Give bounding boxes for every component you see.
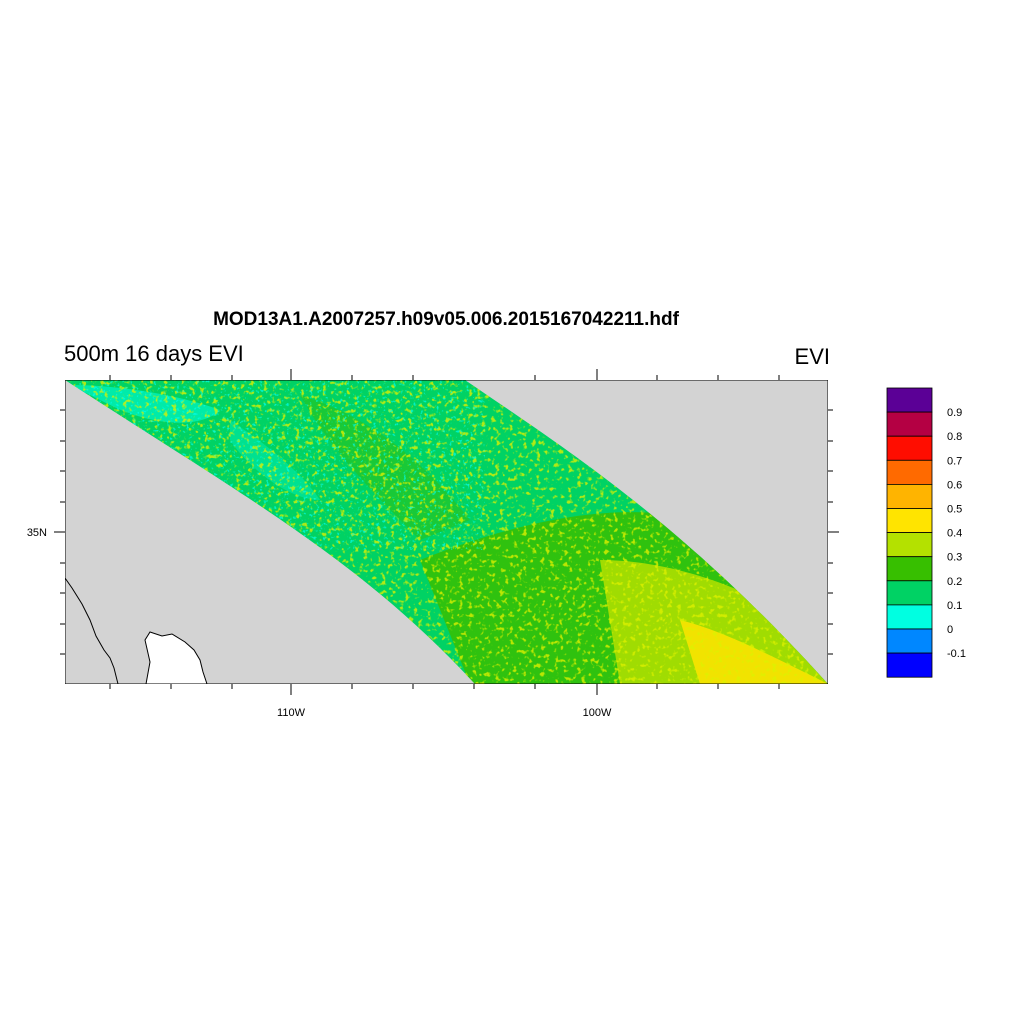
colorbar-box <box>886 604 933 630</box>
map-panel <box>65 380 828 684</box>
colorbar-label: -0.1 <box>947 648 966 660</box>
colorbar-label: 0.1 <box>947 600 962 612</box>
colorbar-label: 0 <box>947 624 953 636</box>
colorbar-box <box>886 580 933 606</box>
colorbar-box <box>886 652 933 678</box>
x-tick-label-100w: 100W <box>583 707 612 719</box>
figure-title: MOD13A1.A2007257.h09v05.006.201516704221… <box>213 309 680 330</box>
colorbar: 0.9 0.8 0.7 0.6 0.5 0.4 0.3 0.2 0.1 0 -0.1 <box>886 387 966 678</box>
axis-ticks <box>54 369 839 695</box>
x-tick-label-110w: 110W <box>277 707 306 719</box>
colorbar-label: 0.8 <box>947 431 962 443</box>
colorbar-label: 0.3 <box>947 552 962 564</box>
colorbar-box <box>886 483 933 509</box>
colorbar-label: 0.2 <box>947 576 962 588</box>
colorbar-label: 0.5 <box>947 504 962 516</box>
mexico-land <box>144 631 208 684</box>
left-string: 500m 16 days EVI <box>64 341 244 366</box>
colorbar-box <box>886 459 933 485</box>
colorbar-label: 0.6 <box>947 479 962 491</box>
colorbar-label: 0.4 <box>947 528 962 540</box>
colorbar-label: 0.9 <box>947 407 962 419</box>
colorbar-box <box>886 628 933 654</box>
y-tick-label-35n: 35N <box>27 527 47 539</box>
coastline <box>65 577 119 684</box>
colorbar-label: 0.7 <box>947 455 962 467</box>
colorbar-box <box>886 435 933 461</box>
colorbar-box <box>886 556 933 582</box>
colorbar-box <box>886 532 933 558</box>
colorbar-box <box>886 508 933 534</box>
colorbar-box <box>886 411 933 437</box>
colorbar-box <box>886 387 933 413</box>
right-string: EVI <box>795 344 830 369</box>
